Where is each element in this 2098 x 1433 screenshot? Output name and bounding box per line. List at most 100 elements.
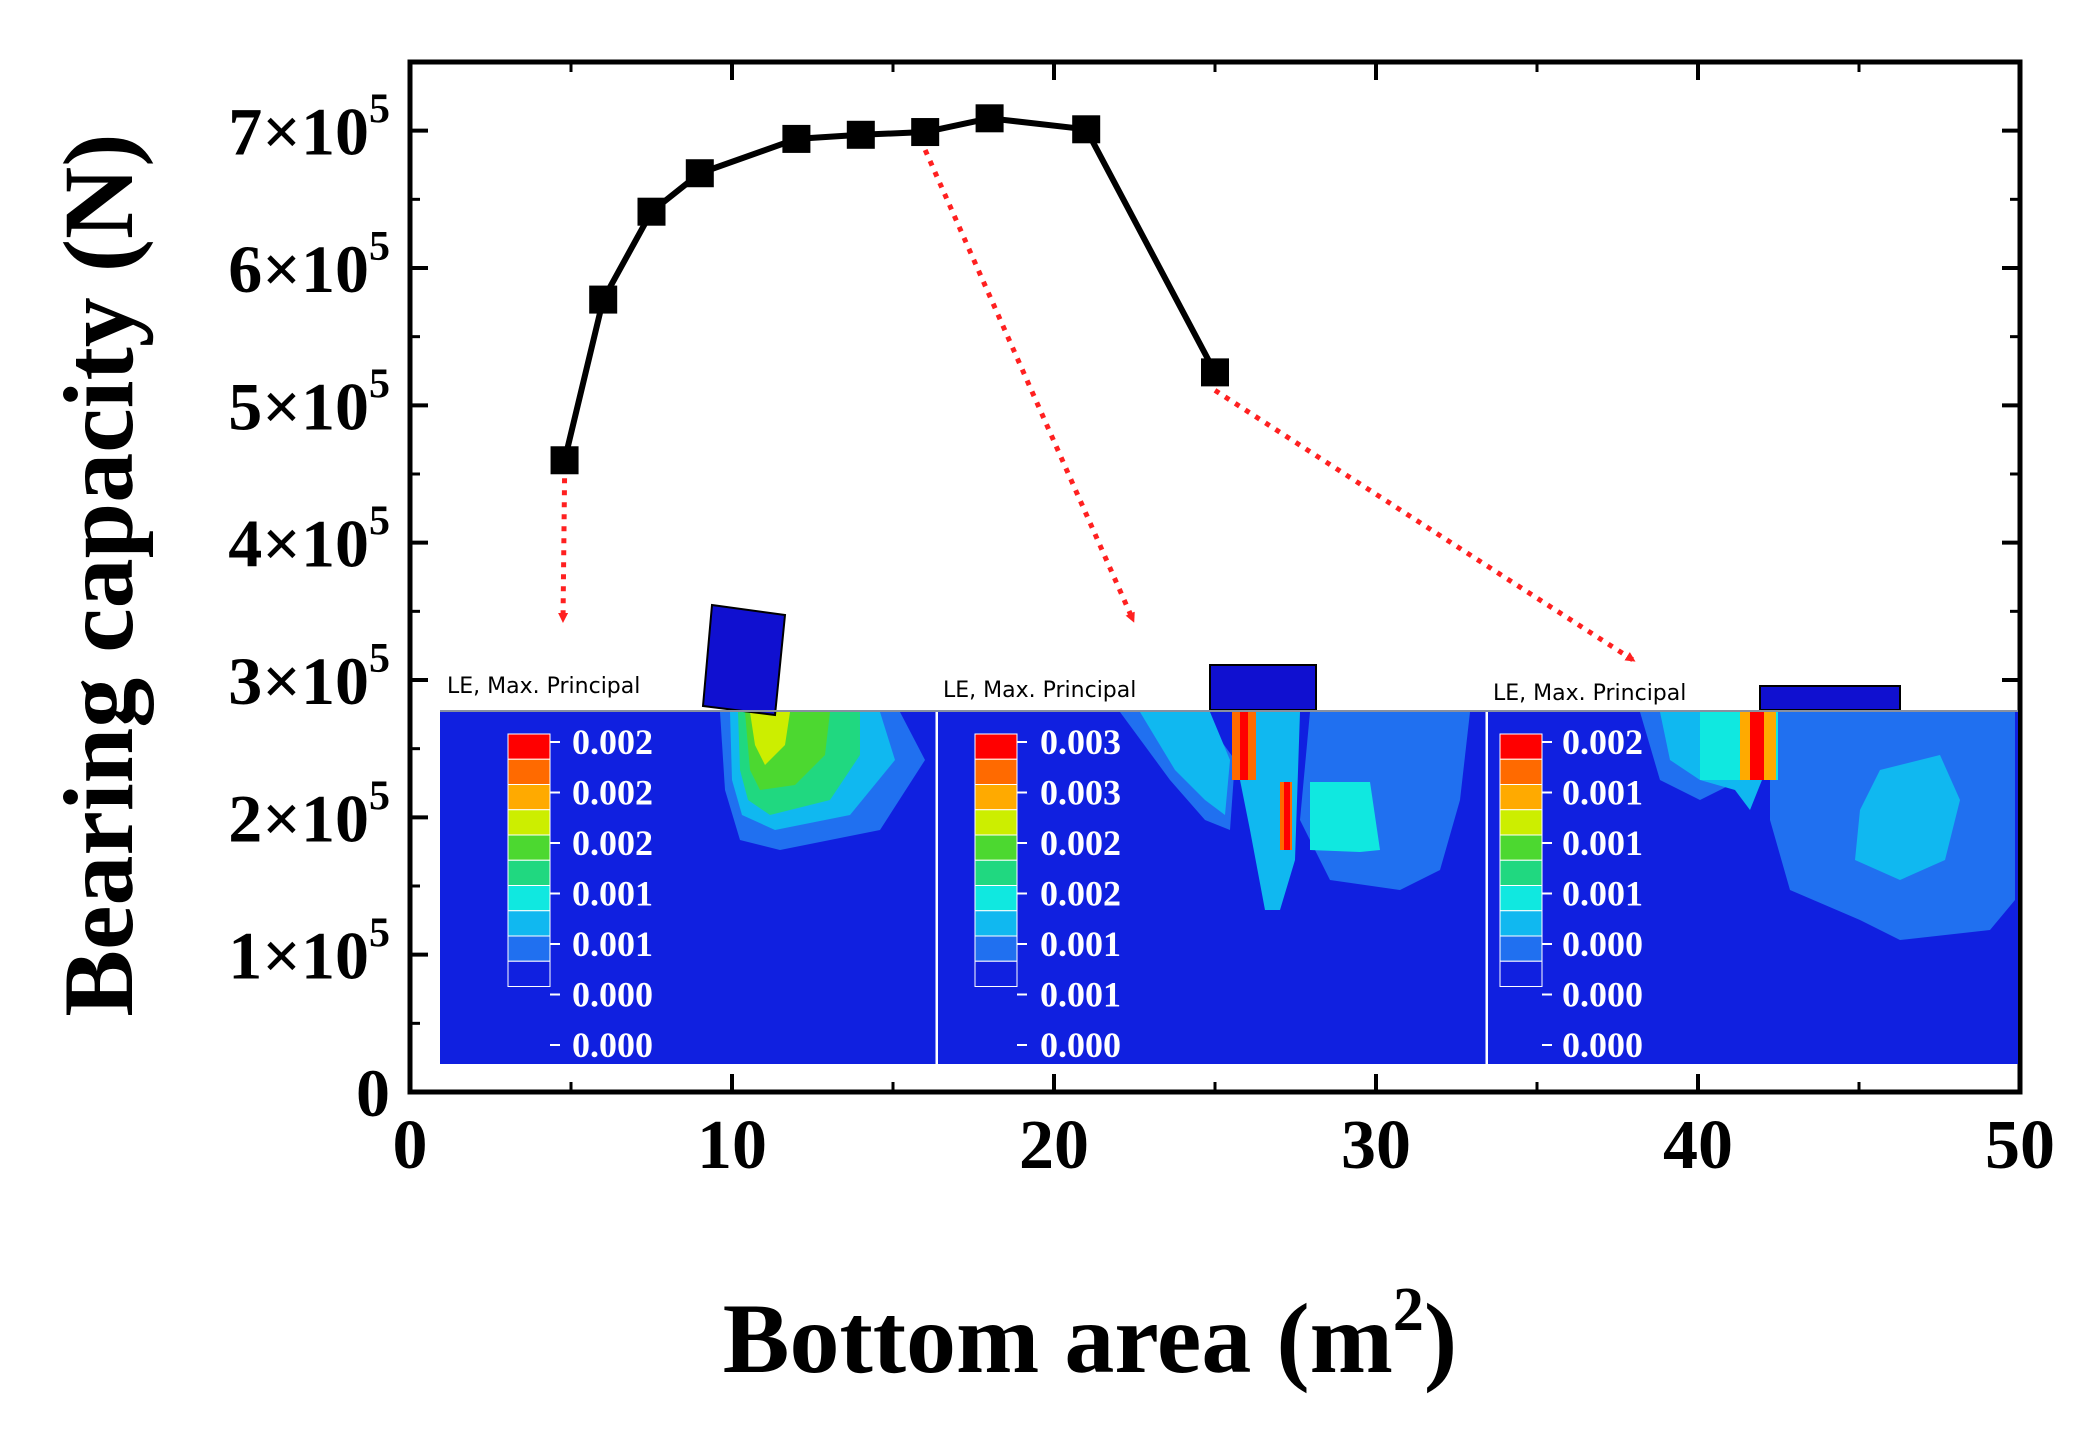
inset-1-title: LE, Max. Principal — [447, 674, 640, 699]
x-axis-title: Bottom area (m2) — [723, 1276, 1457, 1394]
y-tick-label-7: 7×105 — [228, 87, 390, 170]
y-tick-label-5: 5×105 — [228, 361, 390, 444]
annotation-arrow-3 — [1213, 388, 1636, 663]
data-point-0 — [550, 446, 579, 475]
fem-inset-3: LE, Max. Principal 0.0020.0010.0010.0010… — [1488, 681, 2018, 1065]
inset-1-legend-swatch — [507, 859, 551, 886]
data-point-7 — [975, 104, 1004, 133]
y-tick-label-1: 1×105 — [228, 911, 390, 994]
inset-3-strain-zone-right — [1855, 755, 1960, 880]
y-tick-labels: 0 1×105 2×105 3×105 4×105 5×105 6×105 7×105 — [228, 87, 390, 1131]
inset-2-legend-swatch — [974, 960, 1018, 987]
inset-3-legend-swatch — [1499, 809, 1543, 836]
inset-2-legend-swatch — [974, 809, 1018, 836]
inset-3-legend-label-2: 0.001 — [1562, 823, 1643, 863]
inset-1-legend-swatch — [507, 960, 551, 987]
inset-2-legend: 0.003 0.003 0.002 0.002 0.001 0.001 0.000 — [974, 722, 1121, 1065]
inset-2-legend-label-6: 0.000 — [1040, 1025, 1121, 1065]
inset-3-legend-label-5: 0.000 — [1562, 975, 1643, 1015]
inset-2-footing-block — [1209, 664, 1317, 711]
inset-1-legend-swatch — [507, 733, 551, 760]
inset-2-legend-swatch — [974, 834, 1018, 861]
x-tick-label-40: 40 — [1663, 1107, 1733, 1184]
x-tick-label-20: 20 — [1019, 1107, 1089, 1184]
inset-3-legend-swatch — [1499, 784, 1543, 811]
inset-1-legend-label-0: 0.002 — [572, 722, 653, 762]
inset-1-legend-swatch — [507, 910, 551, 937]
data-point-2 — [637, 197, 666, 226]
inset-2-legend-swatch — [974, 859, 1018, 886]
inset-2-legend-swatch — [974, 935, 1018, 962]
inset-3-legend-label-4: 0.000 — [1562, 924, 1643, 964]
inset-3-strain-band-core — [1750, 712, 1764, 780]
inset-1-legend-label-6: 0.000 — [572, 1025, 653, 1065]
series-line — [561, 115, 1218, 461]
inset-1-legend-swatch — [507, 885, 551, 912]
fem-inset-1: LE, Max. Principal 0.0020.0020.0020.0010… — [440, 603, 936, 1065]
inset-1-legend-swatch — [507, 784, 551, 811]
inset-2-legend-swatch — [974, 910, 1018, 937]
y-tick-label-4: 4×105 — [228, 499, 390, 582]
inset-1-legend-swatch — [507, 834, 551, 861]
inset-2-legend-swatch — [974, 758, 1018, 785]
inset-3-legend-swatch — [1499, 834, 1543, 861]
data-point-4 — [782, 124, 811, 153]
data-point-5 — [846, 120, 875, 149]
inset-1-legend-label-4: 0.001 — [572, 924, 653, 964]
inset-3-legend-swatch — [1499, 910, 1543, 937]
data-point-6 — [911, 118, 940, 147]
inset-1-legend-label-5: 0.000 — [572, 975, 653, 1015]
y-tick-label-2: 2×105 — [228, 773, 390, 856]
inset-3-title: LE, Max. Principal — [1493, 681, 1686, 706]
annotation-arrow-2 — [922, 149, 1136, 623]
inset-1-legend-swatch — [507, 758, 551, 785]
annotation-arrow-1 — [558, 478, 569, 623]
inset-3-legend-label-6: 0.000 — [1562, 1025, 1643, 1065]
inset-2-legend-label-3: 0.002 — [1040, 874, 1121, 914]
inset-3-legend-swatch — [1499, 758, 1543, 785]
x-tick-labels: 0 10 20 30 40 50 — [393, 1107, 2056, 1184]
inset-2-legend-swatch — [974, 885, 1018, 912]
inset-2-strain-band-lower-core — [1284, 782, 1290, 850]
series-bearing-capacity — [550, 104, 1229, 475]
inset-1-legend-label-1: 0.002 — [572, 773, 653, 813]
inset-2-legend-label-1: 0.003 — [1040, 773, 1121, 813]
inset-1-legend-label-3: 0.001 — [572, 874, 653, 914]
inset-1-strain-zone-peak — [750, 712, 790, 765]
y-axis-title: Bearing capacity (N) — [43, 133, 154, 1016]
inset-1-legend-label-2: 0.002 — [572, 823, 653, 863]
inset-3-legend-swatch — [1499, 859, 1543, 886]
y-tick-label-6: 6×105 — [228, 224, 390, 307]
inset-3-legend-label-0: 0.002 — [1562, 722, 1643, 762]
x-tick-label-30: 30 — [1341, 1107, 1411, 1184]
inset-3-legend-label-1: 0.001 — [1562, 773, 1643, 813]
inset-2-legend-swatch — [974, 784, 1018, 811]
inset-2-legend-label-2: 0.002 — [1040, 823, 1121, 863]
inset-2-title: LE, Max. Principal — [943, 678, 1136, 703]
x-tick-label-0: 0 — [393, 1107, 428, 1184]
inset-2-legend-label-5: 0.001 — [1040, 975, 1121, 1015]
inset-3-legend-label-3: 0.001 — [1562, 874, 1643, 914]
inset-2-strain-band-upper-core — [1240, 712, 1248, 780]
inset-2-strain-zone-left-inner — [1140, 712, 1230, 815]
inset-3-legend-swatch — [1499, 733, 1543, 760]
data-point-9 — [1201, 358, 1229, 387]
inset-3-footing-block — [1759, 685, 1901, 711]
inset-1-legend-swatch — [507, 809, 551, 836]
inset-2-strain-zone-right — [1310, 782, 1380, 852]
inset-3-legend-swatch — [1499, 885, 1543, 912]
data-point-8 — [1072, 115, 1101, 144]
inset-1-legend-swatch — [507, 935, 551, 962]
annotation-arrows — [558, 149, 1636, 663]
inset-1-legend: 0.002 0.002 0.002 0.001 0.001 0.000 0.000 — [507, 722, 653, 1065]
fem-inset-2: LE, Max. Principal 0.0030.0030.0020.0020… — [938, 664, 1486, 1065]
y-tick-label-3: 3×105 — [228, 636, 390, 719]
inset-3-legend: 0.002 0.001 0.001 0.001 0.000 0.000 0.000 — [1499, 722, 1643, 1065]
x-tick-label-10: 10 — [697, 1107, 767, 1184]
data-point-3 — [685, 159, 714, 188]
inset-3-legend-swatch — [1499, 935, 1543, 962]
inset-2-legend-label-4: 0.001 — [1040, 924, 1121, 964]
x-tick-label-50: 50 — [1985, 1107, 2055, 1184]
inset-2-legend-swatch — [974, 733, 1018, 760]
